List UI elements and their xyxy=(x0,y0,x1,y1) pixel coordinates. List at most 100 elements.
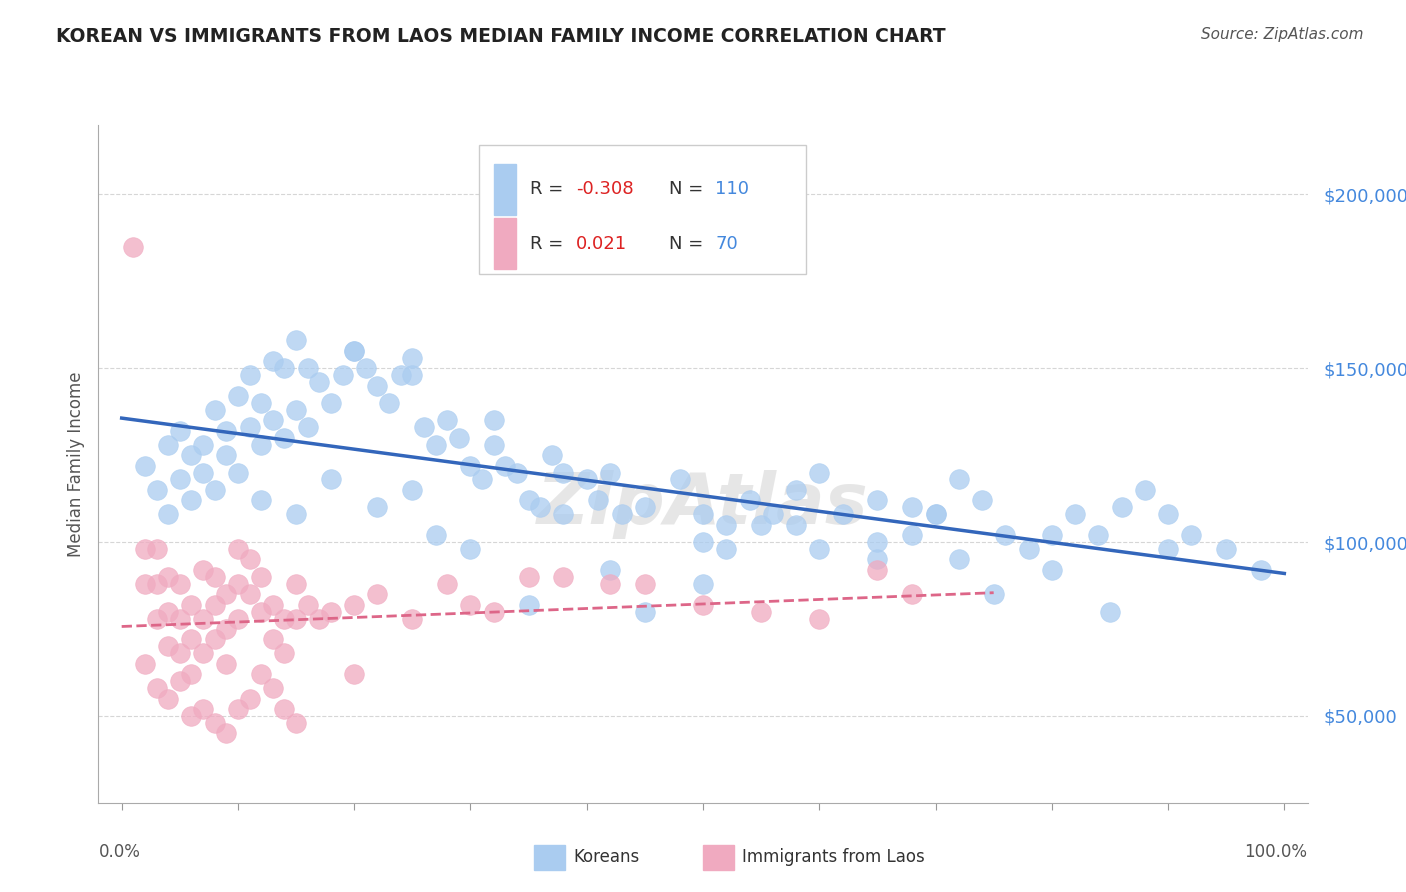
Text: KOREAN VS IMMIGRANTS FROM LAOS MEDIAN FAMILY INCOME CORRELATION CHART: KOREAN VS IMMIGRANTS FROM LAOS MEDIAN FA… xyxy=(56,27,946,45)
Point xyxy=(204,598,226,612)
Point xyxy=(482,605,505,619)
Point xyxy=(634,500,657,515)
Point xyxy=(262,413,284,427)
Point xyxy=(215,657,238,671)
Point xyxy=(808,611,831,625)
Point xyxy=(599,466,621,480)
Point xyxy=(692,576,714,591)
Point xyxy=(285,611,308,625)
Point xyxy=(169,473,191,487)
Point xyxy=(517,493,540,508)
Point xyxy=(1250,563,1272,577)
Point xyxy=(808,466,831,480)
Point xyxy=(122,239,145,253)
Point xyxy=(471,473,494,487)
Point xyxy=(354,361,377,376)
Point xyxy=(180,667,202,681)
Point xyxy=(226,466,249,480)
Point xyxy=(191,438,214,452)
Point xyxy=(494,458,516,473)
Text: -0.308: -0.308 xyxy=(576,180,634,198)
Point xyxy=(994,528,1017,542)
Point xyxy=(169,576,191,591)
Point xyxy=(226,611,249,625)
Point xyxy=(308,375,330,389)
Point xyxy=(204,632,226,647)
Point xyxy=(1180,528,1202,542)
Point xyxy=(273,611,295,625)
Point xyxy=(378,396,401,410)
Point xyxy=(145,576,167,591)
Point xyxy=(239,420,262,434)
Point xyxy=(762,508,785,522)
Point xyxy=(343,667,366,681)
Point xyxy=(785,483,807,497)
Point xyxy=(297,361,319,376)
Point xyxy=(808,541,831,556)
Point xyxy=(191,702,214,716)
Point xyxy=(1098,605,1121,619)
Point xyxy=(401,351,423,365)
Point xyxy=(1040,528,1063,542)
Y-axis label: Median Family Income: Median Family Income xyxy=(66,371,84,557)
Point xyxy=(901,500,924,515)
Text: Immigrants from Laos: Immigrants from Laos xyxy=(742,848,925,866)
Point xyxy=(692,535,714,549)
Point xyxy=(948,473,970,487)
Point xyxy=(134,657,156,671)
Point xyxy=(610,508,633,522)
Point xyxy=(157,570,180,584)
Point xyxy=(239,368,262,383)
Point xyxy=(145,483,167,497)
Point xyxy=(1157,508,1180,522)
Point xyxy=(692,598,714,612)
Point xyxy=(1018,541,1040,556)
Point xyxy=(250,438,273,452)
Point xyxy=(1157,541,1180,556)
Text: 70: 70 xyxy=(716,235,738,252)
Point xyxy=(297,420,319,434)
Point xyxy=(180,632,202,647)
Point xyxy=(901,528,924,542)
Point xyxy=(285,715,308,730)
Point xyxy=(413,420,436,434)
Point xyxy=(180,598,202,612)
Point xyxy=(447,431,470,445)
Point xyxy=(239,552,262,566)
Point xyxy=(273,646,295,660)
Point xyxy=(343,343,366,358)
Point xyxy=(191,646,214,660)
Point xyxy=(250,570,273,584)
Point xyxy=(145,681,167,695)
Point xyxy=(169,611,191,625)
Point xyxy=(134,541,156,556)
Bar xyxy=(494,219,516,269)
Text: 100.0%: 100.0% xyxy=(1244,843,1308,861)
Point xyxy=(273,361,295,376)
Point xyxy=(401,368,423,383)
Text: 0.021: 0.021 xyxy=(576,235,627,252)
Point xyxy=(948,552,970,566)
Text: R =: R = xyxy=(530,180,569,198)
Point xyxy=(553,508,575,522)
Point xyxy=(506,466,529,480)
Point xyxy=(460,598,482,612)
Point xyxy=(716,541,738,556)
Point xyxy=(738,493,761,508)
Point xyxy=(215,622,238,636)
Point xyxy=(785,517,807,532)
Point xyxy=(716,517,738,532)
Point xyxy=(215,726,238,740)
Point xyxy=(204,483,226,497)
Point xyxy=(191,611,214,625)
Text: N =: N = xyxy=(669,180,709,198)
Point xyxy=(285,576,308,591)
Point xyxy=(285,508,308,522)
Point xyxy=(1215,541,1237,556)
Point xyxy=(401,483,423,497)
Point xyxy=(634,576,657,591)
Point xyxy=(308,611,330,625)
Point xyxy=(319,605,342,619)
Point xyxy=(866,535,889,549)
Point xyxy=(169,646,191,660)
